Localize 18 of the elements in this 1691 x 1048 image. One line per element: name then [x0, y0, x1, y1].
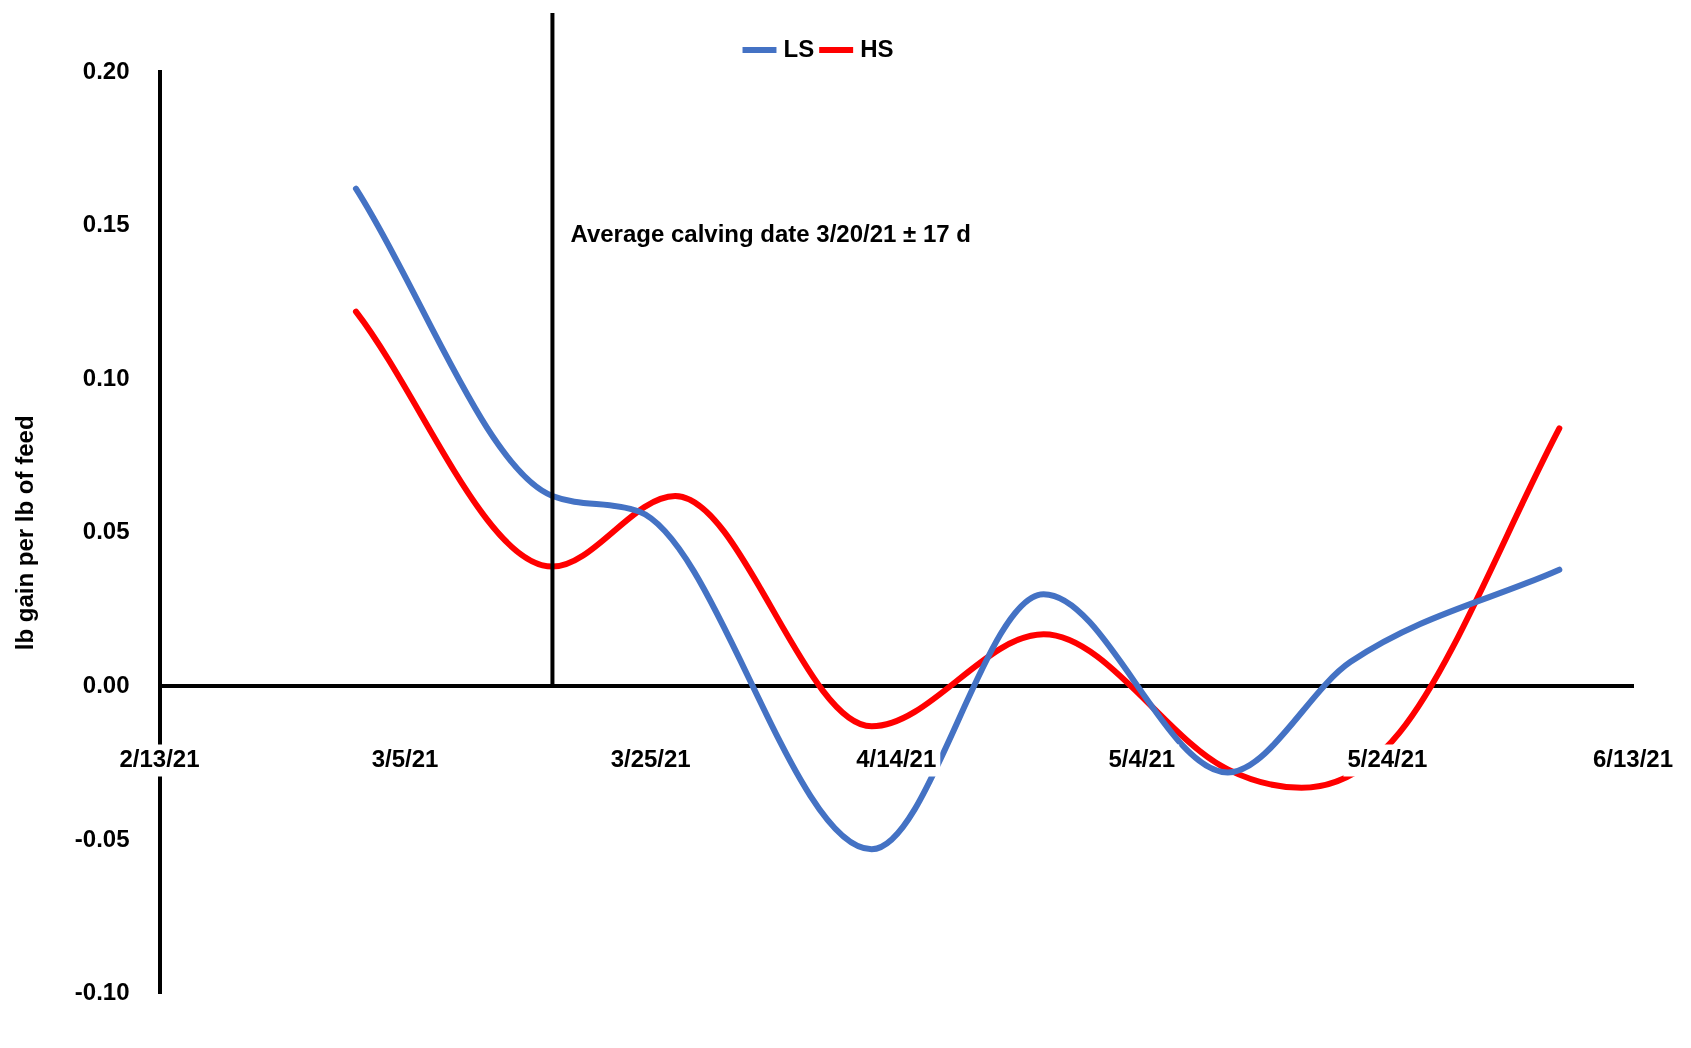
legend-label: LS — [783, 34, 815, 62]
x-tick-label: 3/25/21 — [610, 745, 691, 773]
y-axis-title: lb gain per lb of feed — [11, 415, 39, 651]
ref-line-label: Average calving date 3/20/21 ± 17 d — [570, 219, 971, 247]
y-tick-label: 0.10 — [82, 363, 130, 391]
x-tick-label: 3/5/21 — [371, 745, 439, 773]
x-tick-label: 5/24/21 — [1347, 745, 1428, 773]
y-tick-label: 0.20 — [82, 56, 130, 84]
y-tick-label: 0.00 — [82, 671, 130, 699]
y-tick-label: 0.15 — [82, 210, 130, 238]
y-tick-label: -0.10 — [74, 978, 130, 1006]
y-tick-label: -0.05 — [74, 824, 130, 852]
x-tick-label: 6/13/21 — [1592, 745, 1674, 773]
x-tick-label: 2/13/21 — [119, 745, 200, 773]
x-tick-label: 4/14/21 — [856, 745, 937, 773]
legend-label: HS — [860, 34, 894, 62]
y-tick-label: 0.05 — [82, 517, 130, 545]
x-tick-label: 5/4/21 — [1108, 745, 1176, 773]
